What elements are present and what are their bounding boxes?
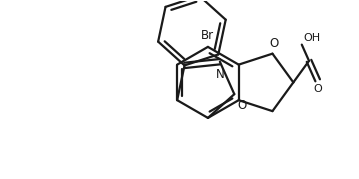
Text: O: O [237, 100, 246, 112]
Text: Br: Br [201, 29, 214, 42]
Text: O: O [313, 84, 322, 94]
Text: O: O [270, 37, 279, 50]
Text: OH: OH [304, 33, 321, 43]
Text: N: N [215, 68, 224, 81]
